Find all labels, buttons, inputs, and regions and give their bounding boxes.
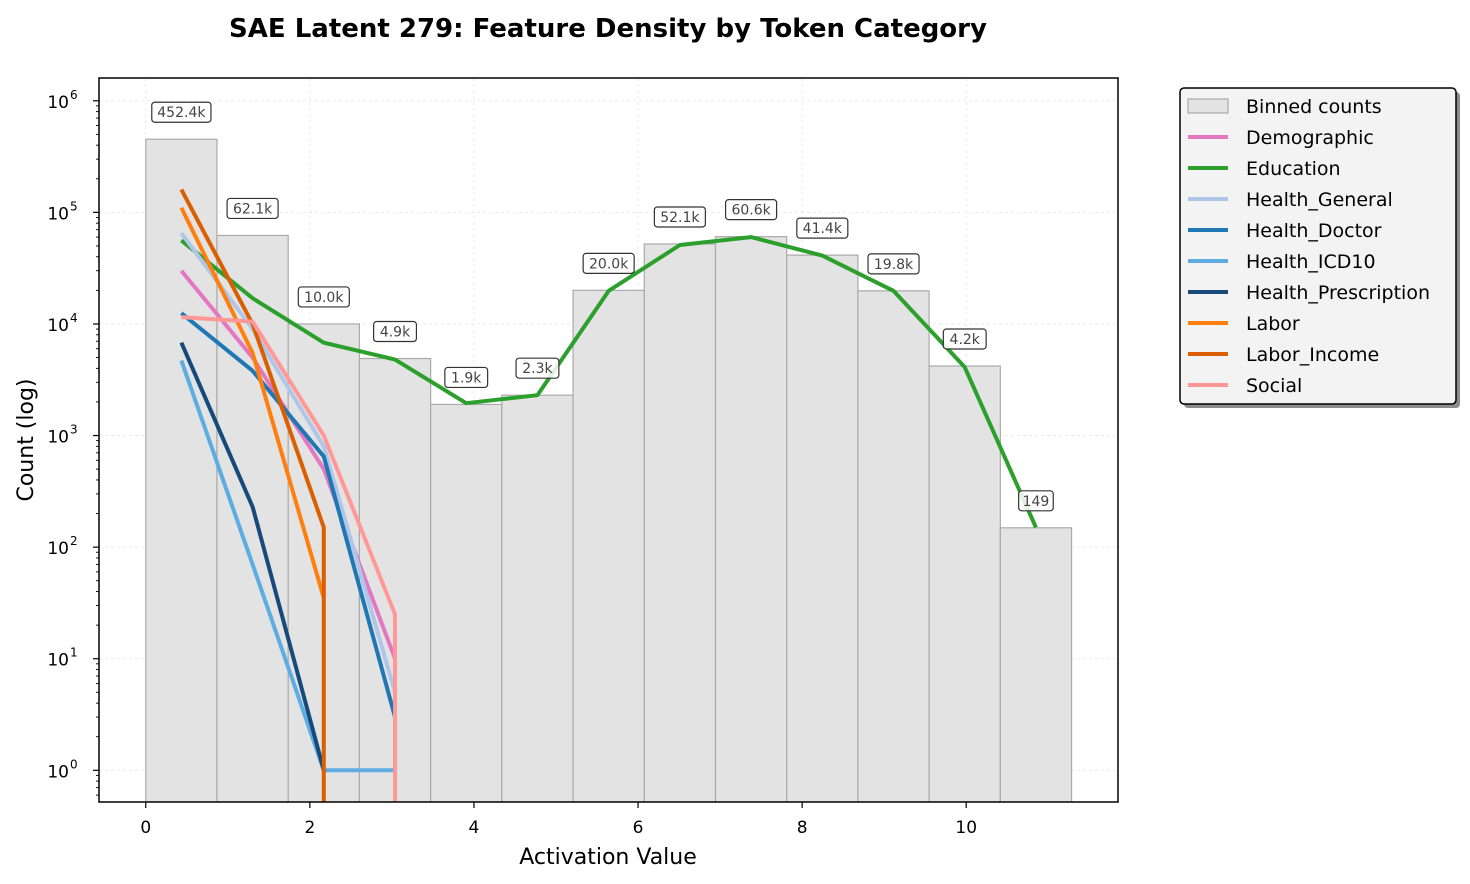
histogram-bar [145,138,218,802]
legend-frame [1179,87,1457,405]
bar-label: 10.0k [304,290,344,306]
chart-title: SAE Latent 279: Feature Density by Token… [229,14,987,44]
y-tick-label: 10 [47,762,69,782]
bar-label: 4.9k [380,325,411,341]
legend-label: Social [1246,375,1302,397]
y-axis-label: Count (log) [14,378,39,501]
x-axis-ticks: 0 2 4 6 8 10 [140,802,977,838]
y-tick-exponent: 5 [70,199,78,213]
bar-label-box [515,357,560,379]
y-tick-base: 10 [47,651,69,671]
bar-label-box [796,217,849,239]
plot-frame [98,77,1119,803]
legend-label: Labor [1246,313,1300,335]
legend-label: Health_ICD10 [1246,251,1376,273]
legend: Binned counts Demographic Education Health_… [1179,87,1460,408]
y-tick-base: 10 [47,316,69,336]
bar-label-box [653,206,706,228]
series-line-labor [179,206,326,599]
histogram-bar [643,243,717,802]
histogram-bar [572,289,645,802]
y-tick-exponent: 3 [70,423,78,437]
bar-label-box [373,320,418,343]
y-tick-base: 10 [47,762,69,782]
legend-label: Health_Doctor [1246,220,1382,242]
x-tick-label: 8 [797,818,808,838]
x-tick-label: 4 [469,818,480,838]
bar-label: 1.9k [451,370,482,386]
bar-label: 20.0k [589,256,629,272]
bar-label: 2.3k [522,361,553,377]
bar-label-box [582,252,635,274]
histogram-bar [501,394,574,802]
histogram-bar [430,403,503,802]
bar-label-box [297,286,350,308]
series-line-education [180,235,1038,529]
bar-label: 149 [1023,494,1050,510]
legend-label: Health_General [1246,189,1393,211]
series-line-health-prescription [179,341,326,771]
legend-swatch-binned-counts [1187,98,1229,114]
series-line-social [181,315,398,802]
bar-label-box [151,101,212,123]
bar-label-box [444,366,489,389]
y-tick-base: 10 [47,539,69,559]
y-tick-label: 10 [47,204,69,224]
legend-label: Binned counts [1246,96,1382,118]
bar-label: 41.4k [803,221,843,237]
histogram-bar [786,254,859,802]
bar-label: 452.4k [157,105,206,121]
y-tick-exponent: 6 [70,88,78,102]
x-axis-label: Activation Value [519,845,697,870]
y-tick-label: 10 [47,316,69,336]
bar-labels-layer: 452.4k 62.1k 10.0k 4.9k 1.9k 2.3k 20.0k 52.1k 60… [151,101,1054,512]
y-tick-exponent: 2 [70,534,78,548]
bar-label: 52.1k [660,210,700,226]
legend-label: Labor_Income [1246,344,1379,366]
legend-label: Demographic [1246,127,1374,149]
y-tick-exponent: 4 [70,311,78,325]
bar-label-box [942,328,987,350]
legend-label: Education [1246,158,1341,180]
y-tick-base: 10 [47,428,69,448]
series-line-labor-income [179,188,326,802]
y-tick-base: 10 [47,93,69,113]
bar-label-box [226,197,279,220]
x-tick-label: 10 [955,818,977,838]
bar-label: 60.6k [731,203,771,219]
histogram-bar [928,365,1001,802]
histogram-bar [857,290,930,802]
y-tick-base: 10 [47,204,69,224]
histogram-bar [999,527,1073,802]
x-tick-label: 0 [140,818,151,838]
y-tick-label: 10 [47,93,69,113]
bar-label: 62.1k [233,201,273,217]
lines-layer [179,188,1038,802]
bar-label-box [867,253,920,275]
legend-label: Health_Prescription [1246,282,1430,304]
bar-label: 4.2k [950,332,981,348]
y-tick-exponent: 1 [70,646,78,660]
y-tick-exponent: 0 [70,757,78,771]
y-tick-label: 10 [47,651,69,671]
bar-label: 19.8k [874,257,914,273]
y-tick-label: 10 [47,428,69,448]
histogram-bar [714,236,788,802]
y-tick-label: 10 [47,539,69,559]
bar-label-box [1018,490,1054,512]
x-tick-label: 2 [304,818,315,838]
bar-label-box [724,199,778,221]
x-tick-label: 6 [633,818,644,838]
